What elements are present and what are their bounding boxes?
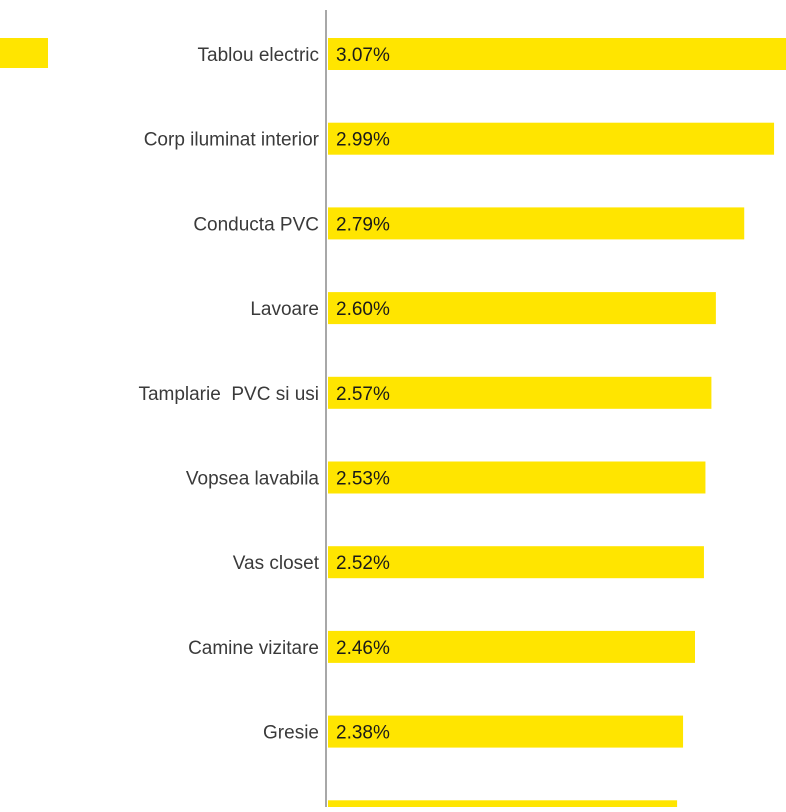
category-label-5: Tamplarie PVC si usi xyxy=(138,384,319,405)
category-label-3: Conducta PVC xyxy=(193,214,319,235)
bar-8 xyxy=(328,630,695,663)
bars-layer xyxy=(328,38,786,812)
value-label-8: 2.46% xyxy=(336,638,390,659)
value-label-7: 2.52% xyxy=(336,553,390,574)
bar-7 xyxy=(328,546,704,579)
category-label-9: Gresie xyxy=(263,723,319,744)
legend-swatch xyxy=(0,38,48,68)
bar-3 xyxy=(328,207,745,240)
value-label-4: 2.60% xyxy=(336,299,390,320)
value-labels: 3.07% 2.99% 2.79% 2.60% 2.57% 2.53% 2.52% 2.46%… xyxy=(336,45,390,812)
bar-10 xyxy=(328,800,678,812)
value-label-1: 3.07% xyxy=(336,45,390,66)
category-label-2: Corp iluminat interior xyxy=(144,130,320,151)
value-label-6: 2.53% xyxy=(336,469,390,490)
value-label-2: 2.99% xyxy=(336,130,390,151)
bar-4 xyxy=(328,292,716,325)
bar-5 xyxy=(328,376,712,409)
category-labels: Tablou electric Corp iluminat interior Con… xyxy=(58,45,320,812)
bar-6 xyxy=(328,461,706,494)
bar-9 xyxy=(328,715,684,748)
category-label-8: Camine vizitare xyxy=(188,638,319,659)
bar-2 xyxy=(328,122,775,155)
category-label-6: Vopsea lavabila xyxy=(186,469,320,490)
category-label-4: Lavoare xyxy=(250,299,319,320)
bar-1 xyxy=(328,38,786,70)
value-label-5: 2.57% xyxy=(336,384,390,405)
value-label-3: 2.79% xyxy=(336,214,390,235)
value-label-9: 2.38% xyxy=(336,723,390,744)
category-label-1: Tablou electric xyxy=(198,45,319,66)
category-label-7: Vas closet xyxy=(233,553,320,574)
